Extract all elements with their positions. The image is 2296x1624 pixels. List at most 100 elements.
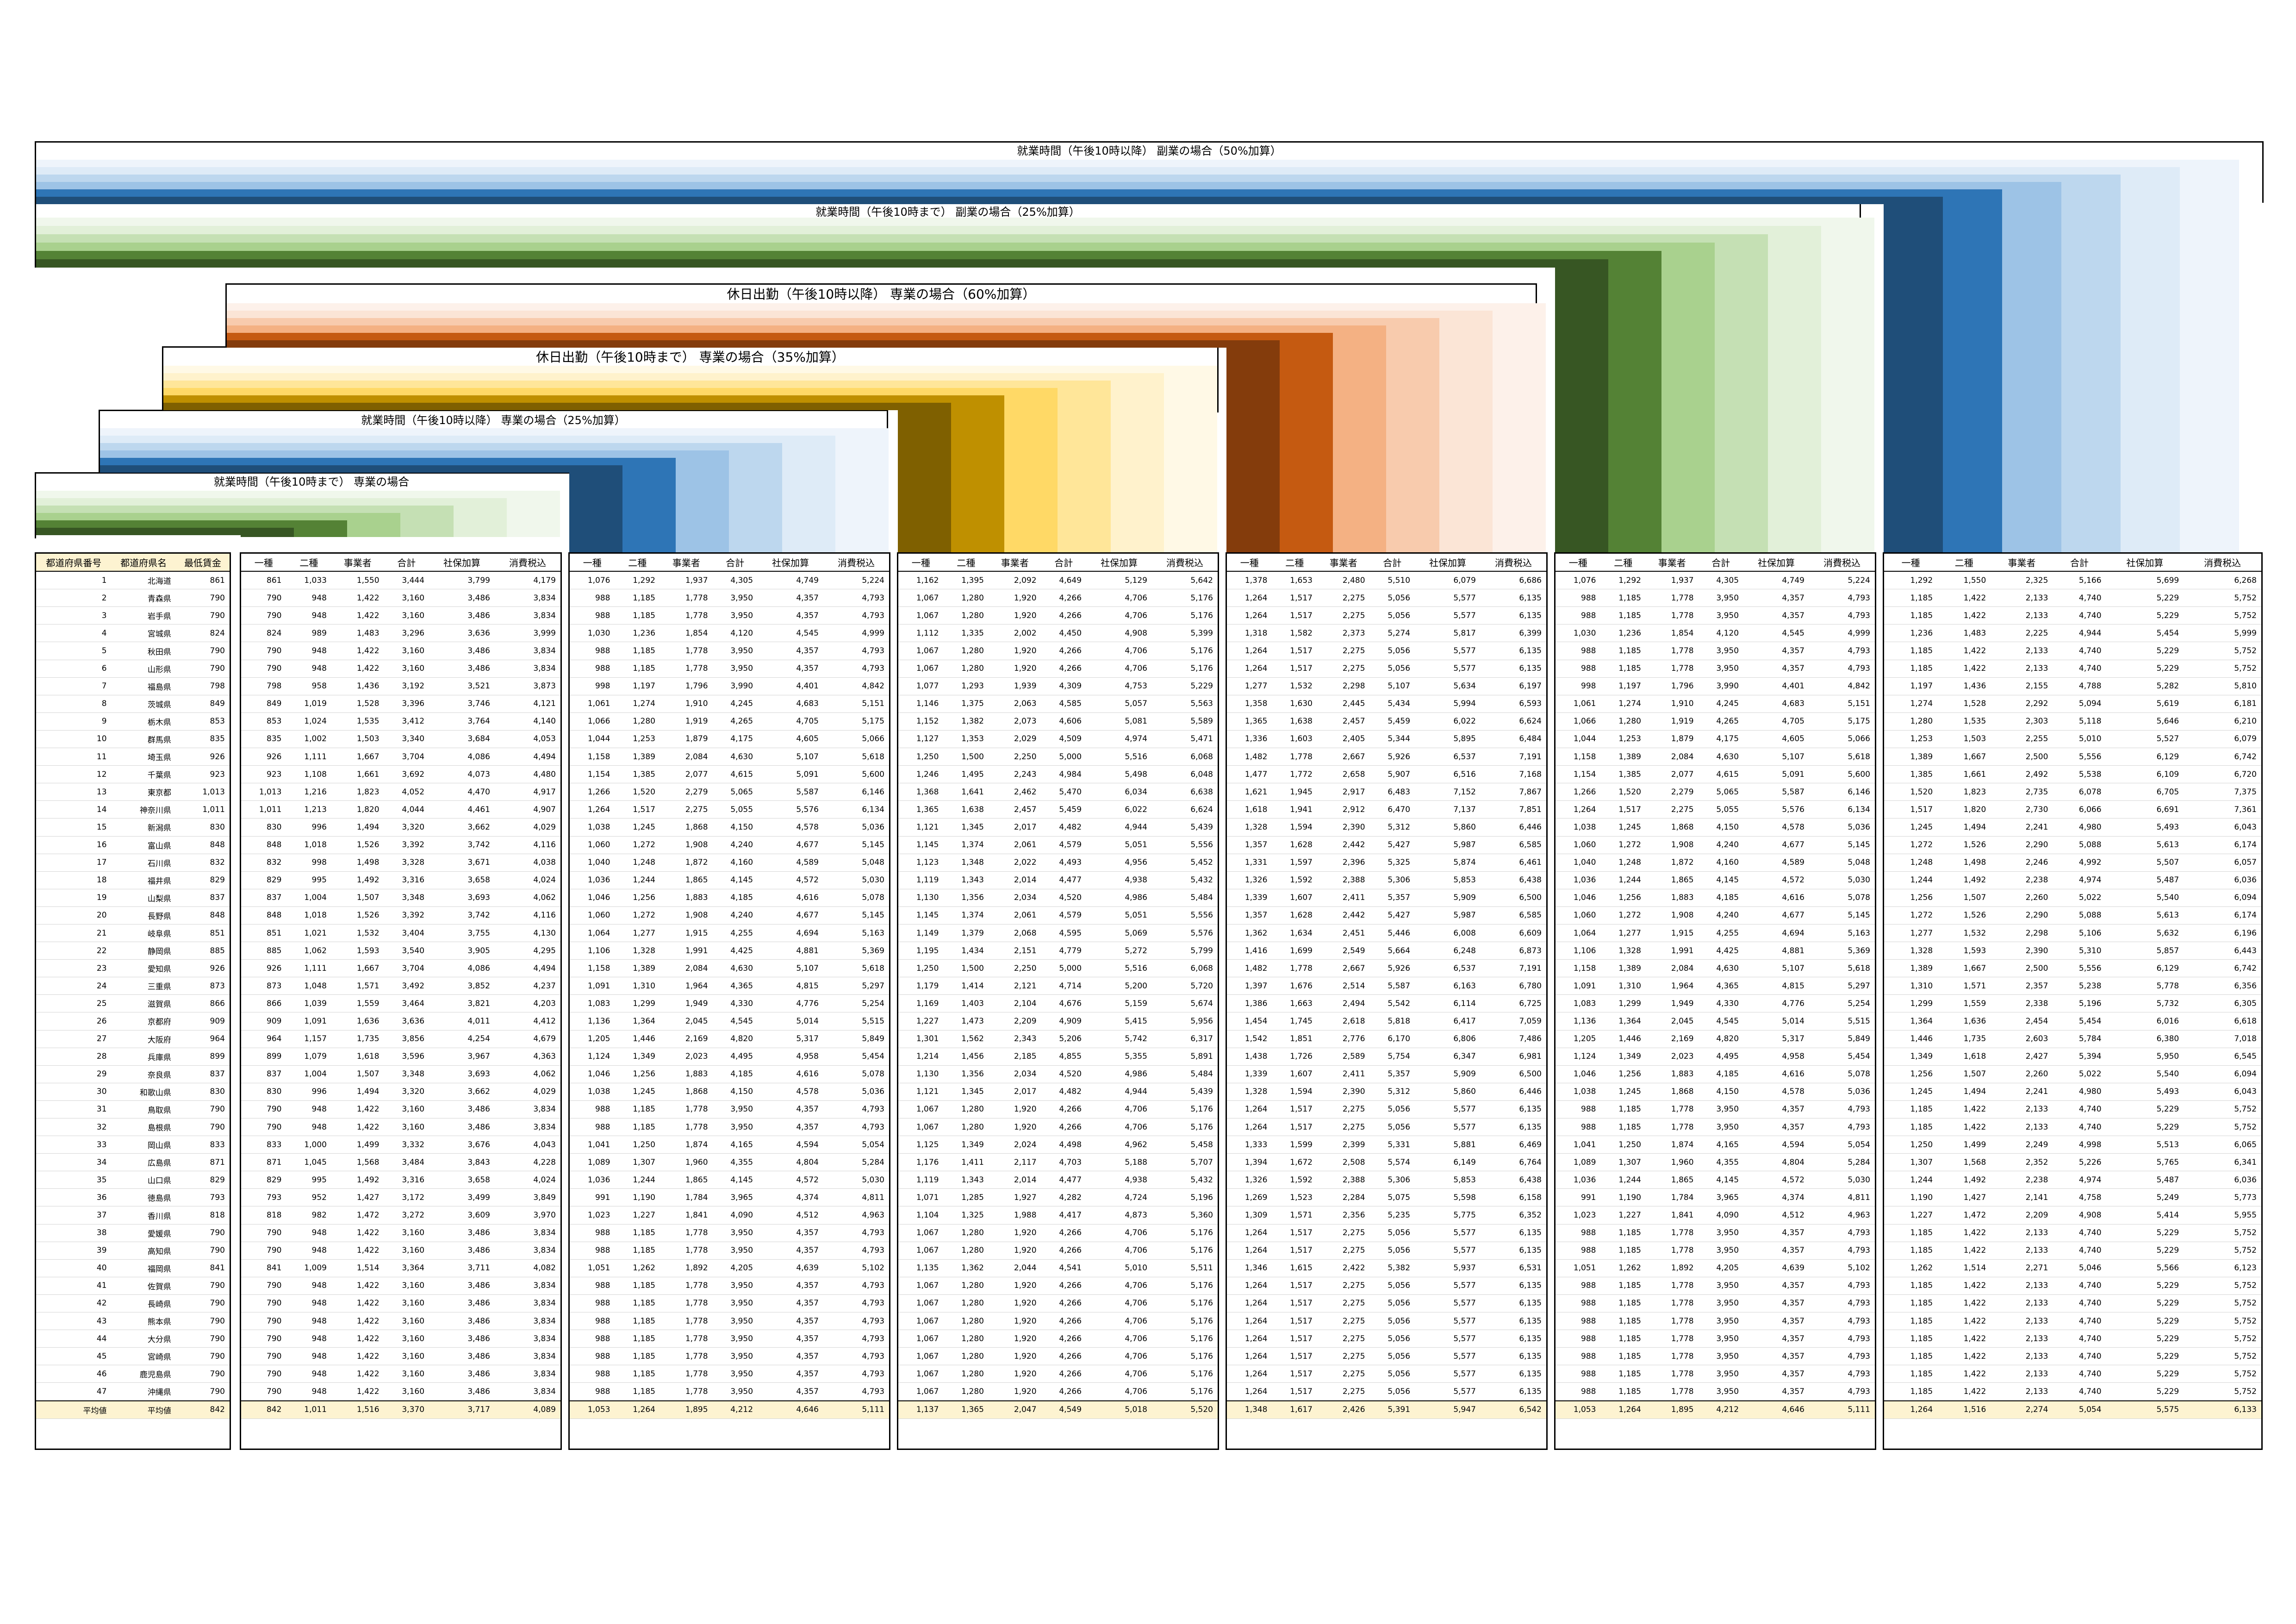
rate-cell: 6,443	[2184, 942, 2261, 960]
rate-cell: 4,357	[1743, 1330, 1809, 1348]
rate-cell: 1,185	[1884, 1242, 1938, 1260]
rate-cell: 1,517	[1272, 606, 1317, 625]
rate-cell: 1,185	[1600, 1242, 1646, 1260]
rate-cell: 1,362	[943, 1259, 989, 1277]
rate-cell: 5,000	[1041, 748, 1087, 766]
rate-cell: 1,492	[1937, 1171, 1991, 1189]
rate-cell: 4,477	[1041, 871, 1087, 889]
rate-cell: 1,345	[943, 1083, 989, 1101]
rate-cell: 2,549	[1317, 942, 1370, 960]
rate-cell: 5,577	[1415, 1294, 1481, 1313]
table-row: 964 1,157 1,735 3,856 4,254 4,679	[241, 1030, 560, 1048]
rate-cell: 4,512	[1743, 1206, 1809, 1224]
rate-cell: 830	[241, 818, 286, 837]
rate-cell: 948	[286, 1365, 331, 1383]
rate-cell: 1,280	[943, 1382, 989, 1401]
table-row: 988 1,185 1,778 3,950 4,357 4,793	[570, 1365, 889, 1383]
rate-cell: 1,368	[898, 783, 944, 801]
table-row: 790 948 1,422 3,160 3,486 3,834	[241, 642, 560, 660]
rate-cell: 1,517	[1272, 642, 1317, 660]
rate-cell: 3,834	[494, 1224, 560, 1242]
rate-cell: 3,160	[384, 589, 429, 607]
rate-cell: 2,500	[1991, 748, 2053, 766]
rate-cell: 5,752	[2184, 1118, 2261, 1137]
rate-cell: 4,630	[712, 748, 758, 766]
rate-cell: 6,135	[1480, 1294, 1546, 1313]
rate-cell: 1,568	[331, 1153, 384, 1172]
rate-cell: 4,578	[1743, 818, 1809, 837]
rate-cell: 1,920	[988, 1365, 1041, 1383]
table-row: 1,071 1,285 1,927 4,282 4,724 5,196	[898, 1188, 1218, 1207]
rate-cell: 1,991	[1645, 942, 1699, 960]
rate-cell: 1,571	[331, 977, 384, 995]
rate-cell: 5,752	[2184, 1312, 2261, 1330]
rate-cell: 1,280	[943, 1312, 989, 1330]
rate-cell: 1,185	[1884, 1294, 1938, 1313]
table-row: 829 995 1,492 3,316 3,658 4,024	[241, 1171, 560, 1189]
prefecture-name: 東京都	[111, 783, 176, 801]
rate-cell: 1,011	[241, 800, 286, 819]
rate-cell: 5,752	[2184, 1347, 2261, 1366]
rate-cell: 829	[241, 871, 286, 889]
rate-cell: 4,266	[1041, 1382, 1087, 1401]
rate-cell: 2,151	[988, 942, 1041, 960]
rate-cell: 6,135	[1480, 1118, 1546, 1137]
column-header: 事業者	[1645, 554, 1699, 572]
rate-cell: 790	[241, 1365, 286, 1383]
rate-cell: 4,793	[1809, 589, 1875, 607]
prefecture-number: 2	[36, 589, 112, 607]
rate-cell: 5,926	[1369, 959, 1415, 978]
table-row: 1,365 1,638 2,457 5,459 6,022 6,624	[1227, 712, 1546, 731]
rate-cell: 4,357	[758, 1312, 823, 1330]
rate-cell: 1,483	[331, 624, 384, 643]
rate-cell: 4,185	[1698, 889, 1744, 907]
table-row: 29 奈良県 837	[36, 1065, 230, 1083]
rate-cell: 1,250	[1600, 1136, 1646, 1154]
rate-cell: 3,950	[712, 642, 758, 660]
section-title-6: 就業時間（午後10時以降） 副業の場合（50%加算）	[1017, 144, 1282, 157]
rate-cell: 2,014	[988, 871, 1041, 889]
rate-cell: 5,955	[2184, 1206, 2261, 1224]
rate-cell: 4,240	[712, 836, 758, 854]
minimum-wage: 818	[175, 1206, 230, 1224]
table-row: 1,245 1,494 2,241 4,980 5,493 6,043	[1884, 818, 2261, 837]
minimum-wage: 824	[175, 624, 230, 643]
rate-cell: 1,030	[1556, 624, 1601, 643]
rate-cell: 1,532	[331, 924, 384, 943]
rate-cell: 5,587	[758, 783, 823, 801]
rate-cell: 1,280	[943, 1330, 989, 1348]
rate-cell: 3,160	[384, 1347, 429, 1366]
rate-cell: 1,280	[1884, 712, 1938, 731]
rate-cell: 4,357	[1743, 1294, 1809, 1313]
rate-cell: 6,196	[2184, 924, 2261, 943]
rate-cell: 6,197	[1480, 677, 1546, 695]
prefecture-name: 鹿児島県	[111, 1365, 176, 1383]
rate-cell: 2,390	[1317, 818, 1370, 837]
rate-cell: 1,422	[331, 1365, 384, 1383]
rate-cell: 1,599	[1272, 1136, 1317, 1154]
rate-cell: 5,909	[1415, 889, 1481, 907]
table-row: 1,061 1,274 1,910 4,245 4,683 5,151	[570, 695, 889, 713]
rate-cell: 3,950	[1698, 1100, 1744, 1119]
rate-cell: 1,500	[943, 748, 989, 766]
rate-cell: 3,950	[1698, 1382, 1744, 1401]
rate-cell: 1,348	[943, 854, 989, 872]
rate-cell: 1,422	[331, 1330, 384, 1348]
rate-cell: 4,062	[494, 1065, 560, 1083]
rate-cell: 1,503	[1937, 730, 1991, 749]
rate-cell: 3,950	[1698, 1224, 1744, 1242]
rate-cell: 1,374	[943, 906, 989, 924]
rate-cell: 2,121	[988, 977, 1041, 995]
rate-cell: 1,256	[1600, 1065, 1646, 1083]
rate-cell: 988	[570, 1242, 615, 1260]
rate-cell: 1,915	[660, 924, 713, 943]
rate-cell: 948	[286, 589, 331, 607]
rate-cell: 1,021	[286, 924, 331, 943]
rate-cell: 1,908	[660, 836, 713, 854]
rate-cell: 4,130	[494, 924, 560, 943]
band-s3-stripe-3	[163, 381, 1111, 388]
average-cell: 1,264	[1884, 1400, 1938, 1419]
prefecture-number: 16	[36, 836, 112, 854]
rate-cell: 2,014	[988, 1171, 1041, 1189]
rate-cell: 3,316	[384, 1171, 429, 1189]
